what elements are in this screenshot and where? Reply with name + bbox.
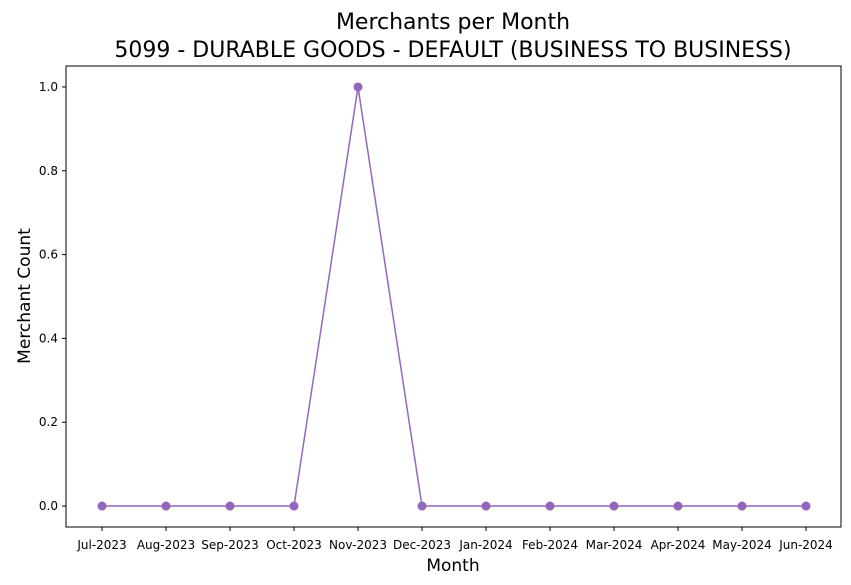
- series-line: [102, 86, 806, 507]
- data-point: [289, 501, 299, 511]
- x-tick-label: Sep-2023: [201, 538, 259, 552]
- chart-title: Merchants per Month: [336, 10, 570, 35]
- x-tick-label: Oct-2023: [266, 538, 322, 552]
- y-tick-label: 0.8: [39, 164, 58, 178]
- x-axis-label: Month: [426, 556, 479, 576]
- x-tick-label: May-2024: [712, 538, 771, 552]
- y-tick-label: 0.4: [39, 331, 58, 345]
- x-tick-label: Nov-2023: [329, 538, 387, 552]
- y-axis-label: Merchant Count: [15, 228, 35, 364]
- data-point: [161, 501, 171, 511]
- data-point: [673, 501, 683, 511]
- y-tick-label: 0.0: [39, 499, 58, 513]
- y-tick-label: 0.6: [39, 248, 58, 262]
- data-point: [609, 501, 619, 511]
- x-tick-label: Mar-2024: [586, 538, 643, 552]
- x-tick-label: Jul-2023: [76, 538, 126, 552]
- x-tick-label: Jun-2024: [778, 538, 833, 552]
- data-point: [417, 501, 427, 511]
- y-tick-label: 1.0: [39, 80, 58, 94]
- y-tick-label: 0.2: [39, 415, 58, 429]
- data-point: [97, 501, 107, 511]
- x-tick-label: Apr-2024: [651, 538, 706, 552]
- series-points: [97, 82, 811, 511]
- data-point: [801, 501, 811, 511]
- chart-subtitle: 5099 - DURABLE GOODS - DEFAULT (BUSINESS…: [114, 38, 791, 63]
- x-tick-label: Dec-2023: [393, 538, 451, 552]
- x-axis-ticks: Jul-2023 Aug-2023 Sep-2023 Oct-2023 Nov-2023…: [76, 527, 833, 552]
- data-point: [353, 82, 363, 92]
- y-axis-ticks: 0.0 0.2 0.4 0.6 0.8 1.0: [39, 80, 66, 513]
- data-point: [737, 501, 747, 511]
- x-tick-label: Aug-2023: [137, 538, 195, 552]
- plot-area: [65, 65, 842, 528]
- data-point: [481, 501, 491, 511]
- data-point: [225, 501, 235, 511]
- data-point: [545, 501, 555, 511]
- x-tick-label: Feb-2024: [522, 538, 578, 552]
- x-tick-label: Jan-2024: [458, 538, 512, 552]
